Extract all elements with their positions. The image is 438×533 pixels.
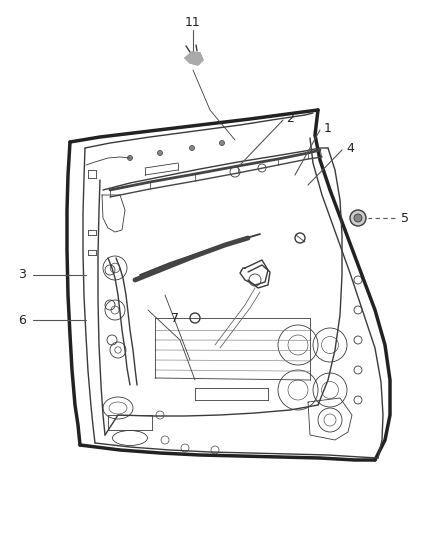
Text: 7: 7 bbox=[171, 311, 179, 325]
Polygon shape bbox=[185, 52, 203, 65]
Text: 5: 5 bbox=[401, 212, 409, 224]
Text: 3: 3 bbox=[18, 269, 26, 281]
Text: 11: 11 bbox=[185, 15, 201, 28]
Text: 1: 1 bbox=[324, 122, 332, 134]
Circle shape bbox=[127, 156, 133, 160]
Circle shape bbox=[190, 146, 194, 150]
Circle shape bbox=[350, 210, 366, 226]
Circle shape bbox=[158, 150, 162, 156]
Circle shape bbox=[354, 214, 362, 222]
Text: 2: 2 bbox=[286, 111, 294, 125]
Circle shape bbox=[219, 141, 225, 146]
Text: 4: 4 bbox=[346, 141, 354, 155]
Text: 6: 6 bbox=[18, 313, 26, 327]
